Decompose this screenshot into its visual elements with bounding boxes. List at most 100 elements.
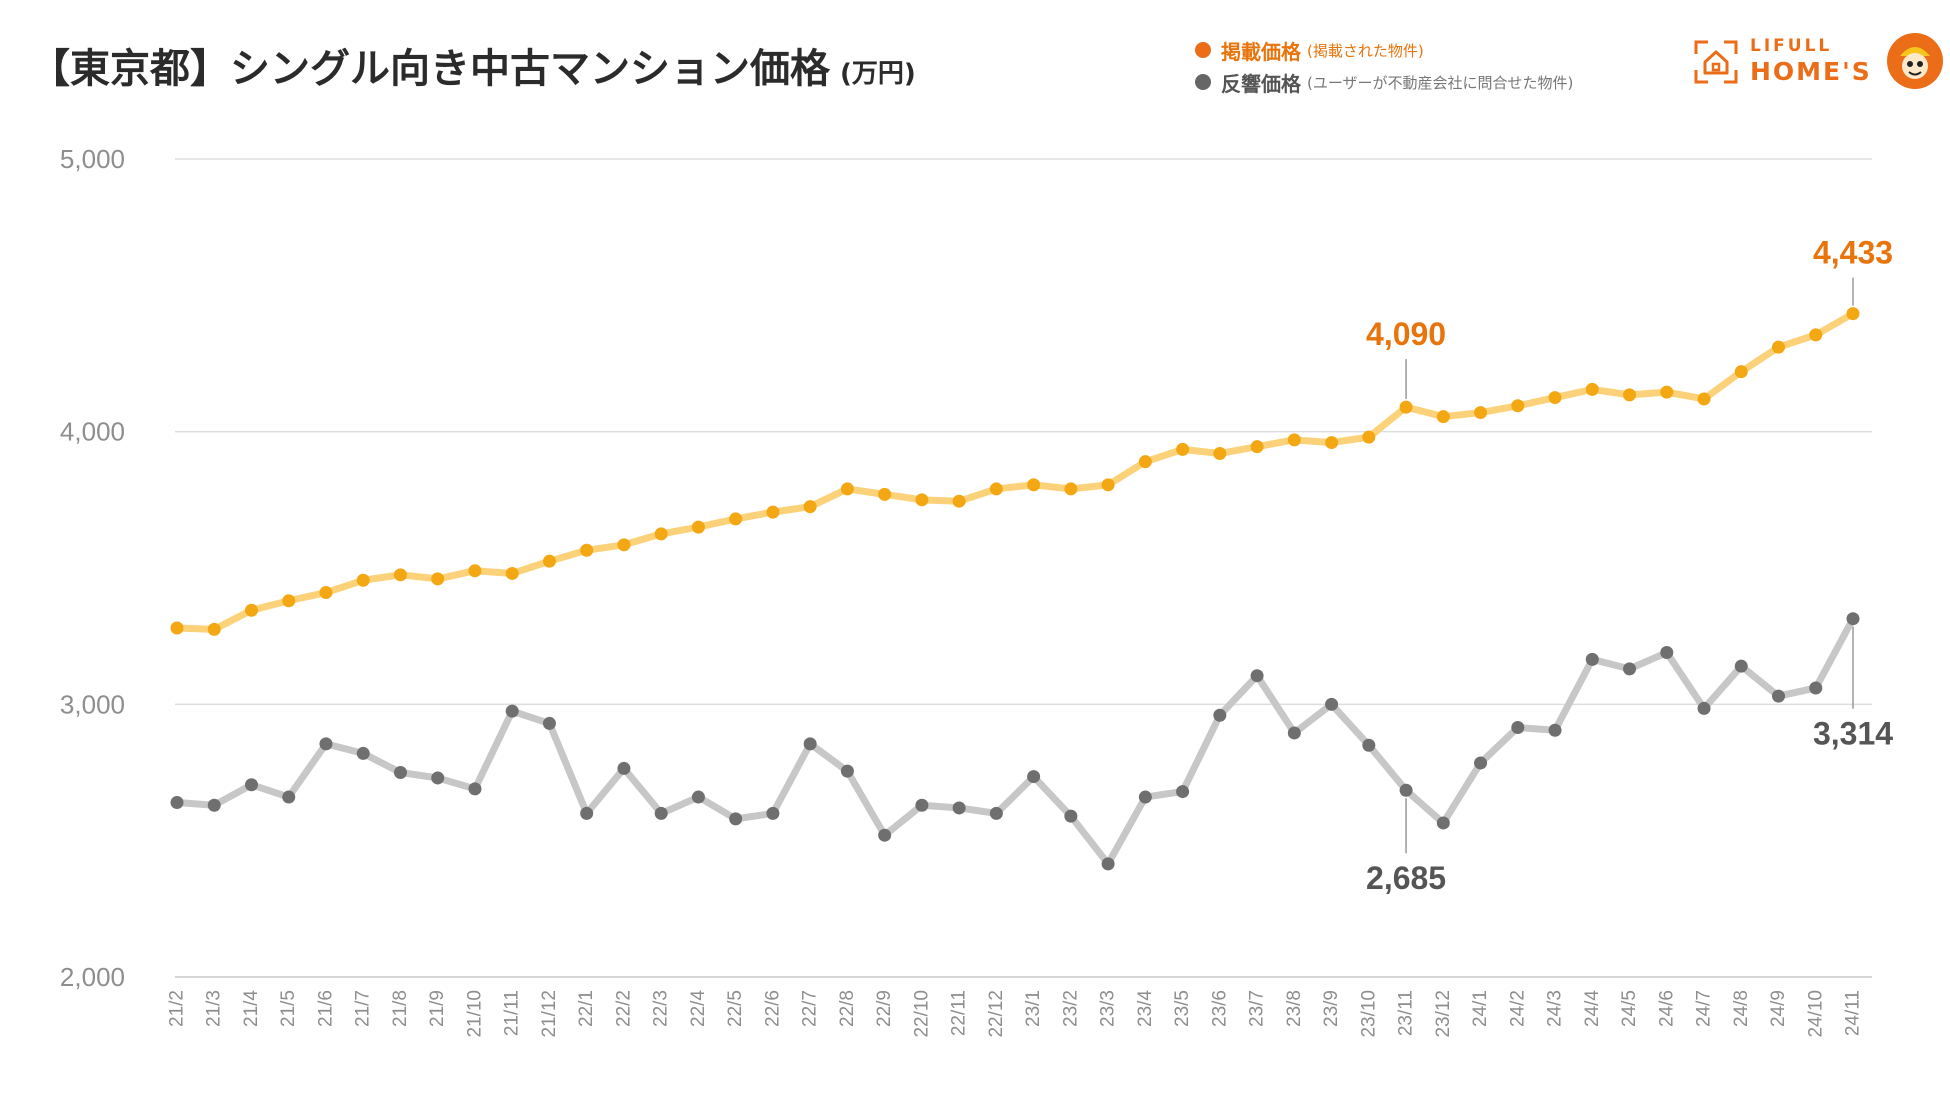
data-point-listed [691,520,705,534]
x-tick-label: 21/3 [204,990,225,1027]
data-point-inquired [989,806,1003,820]
x-tick-label: 23/1 [1023,990,1044,1027]
x-tick-label: 23/7 [1247,990,1268,1027]
x-tick-label: 24/11 [1843,990,1864,1036]
x-tick-label: 24/3 [1545,990,1566,1027]
annotation-label: 2,685 [1366,860,1446,896]
x-tick-label: 23/4 [1135,990,1156,1027]
data-point-listed [729,512,743,526]
x-tick-label: 23/5 [1172,990,1193,1027]
data-point-inquired [1176,785,1190,799]
chart-title-unit: (万円) [840,59,916,89]
x-tick-label: 22/4 [688,990,709,1027]
data-point-listed [654,527,668,541]
data-point-listed [1325,436,1339,450]
data-point-listed [244,603,258,617]
x-tick-label: 22/12 [986,990,1007,1038]
data-point-listed [468,564,482,578]
data-point-inquired [1809,681,1823,695]
x-tick-label: 22/11 [949,990,970,1036]
data-point-listed [1474,406,1488,420]
x-tick-label: 24/7 [1694,990,1715,1027]
data-point-listed [282,594,296,608]
x-tick-label: 22/10 [911,990,932,1038]
data-point-listed [1697,392,1711,406]
home-logo-icon [1694,40,1738,84]
x-tick-label: 22/8 [837,990,858,1027]
data-point-inquired [1064,809,1078,823]
x-tick-label: 21/4 [241,990,262,1027]
data-point-listed [431,572,445,586]
data-point-inquired [431,771,445,785]
x-tick-label: 23/9 [1321,990,1342,1027]
data-point-inquired [1399,783,1413,797]
data-point-inquired [1697,701,1711,715]
data-point-inquired [1734,659,1748,673]
data-point-inquired [1846,612,1860,626]
x-tick-label: 21/10 [464,990,485,1038]
data-point-inquired [1772,689,1786,703]
data-point-listed [1362,430,1376,444]
data-point-listed [170,621,184,635]
data-point-listed [1064,482,1078,496]
y-tick-label: 2,000 [60,962,125,992]
annotation-label: 4,090 [1366,316,1446,352]
x-tick-label: 21/5 [278,990,299,1027]
data-point-listed [1511,399,1525,413]
data-point-listed [356,573,370,587]
x-tick-label: 22/9 [874,990,895,1027]
legend-dot-inquired [1195,74,1211,90]
data-point-inquired [244,778,258,792]
series-line-inquired [173,615,1857,868]
legend-item-inquired: 反響価格 (ユーザーが不動産会社に問合せた物件) [1195,66,1573,98]
data-point-listed [1213,446,1227,460]
x-tick-label: 21/9 [427,990,448,1027]
x-tick-label: 23/8 [1284,990,1305,1027]
x-tick-label: 21/11 [502,990,523,1036]
data-point-listed [505,566,519,580]
data-point-inquired [654,806,668,820]
data-point-inquired [1362,738,1376,752]
y-tick-label: 4,000 [60,417,125,447]
x-tick-label: 24/8 [1731,990,1752,1027]
data-point-inquired [766,806,780,820]
lifull-homes-logo: LIFULL HOME'S [1690,30,1943,100]
data-point-listed [1027,478,1041,492]
data-point-inquired [282,790,296,804]
x-tick-label: 23/2 [1060,990,1081,1027]
x-tick-label: 22/5 [725,990,746,1027]
data-point-inquired [170,795,184,809]
data-point-inquired [878,828,892,842]
data-point-listed [1623,388,1637,402]
data-point-listed [1101,478,1115,492]
data-point-listed [766,505,780,519]
data-point-listed [1399,400,1413,414]
data-point-listed [1250,440,1264,454]
data-point-inquired [1511,721,1525,735]
data-point-listed [319,586,333,600]
data-point-listed [915,493,929,507]
data-point-listed [1585,382,1599,396]
annotation-label: 3,314 [1813,716,1893,752]
x-tick-label: 21/12 [539,990,560,1038]
data-point-inquired [840,764,854,778]
data-point-listed [1809,328,1823,342]
data-point-listed [580,543,594,557]
data-point-inquired [319,737,333,751]
data-point-listed [989,482,1003,496]
logo-text-lifull: LIFULL [1750,36,1833,56]
legend-item-listed: 掲載価格 (掲載された物件) [1195,34,1573,66]
data-point-inquired [356,746,370,760]
data-point-inquired [1325,697,1339,711]
chart-title: 【東京都】シングル向き中古マンション価格 (万円) [30,36,916,94]
data-point-listed [617,538,631,552]
x-tick-label: 21/2 [167,990,188,1027]
x-tick-label: 22/2 [613,990,634,1027]
x-tick-label: 23/12 [1433,990,1454,1038]
logo-text-homes: HOME'S [1750,57,1872,86]
data-point-listed [1734,365,1748,379]
data-point-inquired [1027,770,1041,784]
x-tick-label: 24/4 [1582,990,1603,1027]
legend-label-listed: 掲載価格 [1221,39,1301,64]
